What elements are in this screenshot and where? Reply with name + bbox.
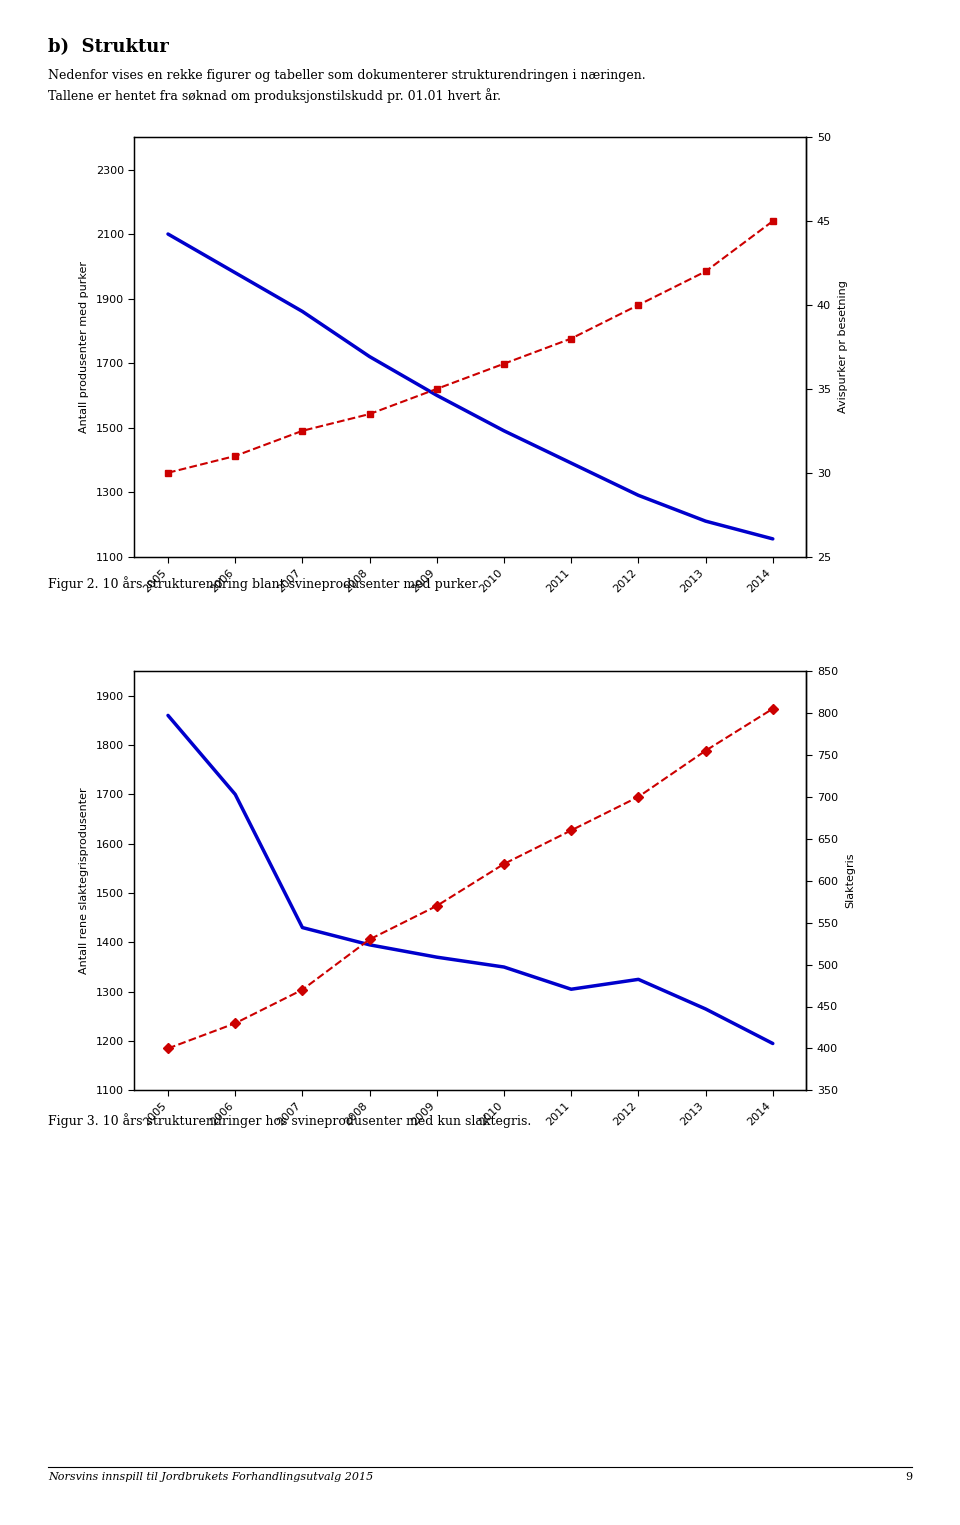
Text: Tallene er hentet fra søknad om produksjonstilskudd pr. 01.01 hvert år.: Tallene er hentet fra søknad om produksj…: [48, 88, 501, 104]
Text: Figur 2. 10 års strukturendring blant svineprodusenter med purker: Figur 2. 10 års strukturendring blant sv…: [48, 576, 478, 592]
Text: b)  Struktur: b) Struktur: [48, 38, 169, 56]
Y-axis label: Slaktegris: Slaktegris: [845, 852, 855, 909]
Text: Norsvins innspill til Jordbrukets Forhandlingsutvalg 2015: Norsvins innspill til Jordbrukets Forhan…: [48, 1472, 373, 1482]
Text: Nedenfor vises en rekke figurer og tabeller som dokumenterer strukturendringen i: Nedenfor vises en rekke figurer og tabel…: [48, 69, 646, 82]
Y-axis label: Avispurker pr besetning: Avispurker pr besetning: [838, 281, 848, 413]
Y-axis label: Antall produsenter med purker: Antall produsenter med purker: [79, 261, 89, 433]
Y-axis label: Antall rene slaktegrisprodusenter: Antall rene slaktegrisprodusenter: [79, 787, 89, 974]
Text: Figur 3. 10 års strukturendringer hos svineprodusenter med kun slaktegris.: Figur 3. 10 års strukturendringer hos sv…: [48, 1113, 531, 1128]
Text: 9: 9: [905, 1472, 912, 1482]
